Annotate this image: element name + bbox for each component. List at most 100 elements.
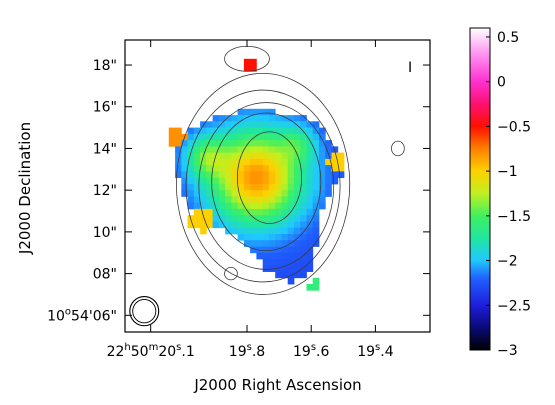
- colorbar-tick-label: −2.5: [497, 298, 531, 314]
- heatmap-cell: [275, 177, 282, 185]
- heatmap-cell: [281, 171, 289, 179]
- heatmap-cell: [225, 202, 232, 210]
- heatmap-cell: [319, 146, 326, 154]
- heatmap-cell: [300, 115, 307, 122]
- heatmap-cell: [231, 202, 239, 210]
- heatmap-cell: [281, 196, 289, 204]
- heatmap-cell: [206, 171, 213, 179]
- heatmap-cell: [325, 177, 332, 185]
- heatmap-cell: [287, 271, 295, 279]
- heatmap-cell: [237, 133, 245, 141]
- heatmap-cell: [200, 215, 207, 222]
- heatmap-cell: [187, 158, 195, 166]
- heatmap-cell: [243, 140, 251, 147]
- heatmap-cell: [312, 234, 320, 241]
- heatmap-cell: [256, 196, 264, 204]
- heatmap-cell: [331, 171, 339, 179]
- heatmap-cell: [250, 215, 257, 222]
- heatmap-cell: [287, 246, 295, 254]
- heatmap-cell: [268, 146, 276, 154]
- heatmap-cell: [312, 158, 320, 166]
- heatmap-cell: [231, 133, 239, 141]
- heatmap-cell: [300, 158, 307, 166]
- heatmap-cell: [325, 171, 332, 179]
- heatmap-cell: [225, 146, 232, 154]
- heatmap-cell: [300, 227, 307, 235]
- heatmap-cell: [300, 121, 307, 128]
- heatmap-cell: [256, 165, 264, 172]
- heatmap-cell: [268, 190, 276, 197]
- heatmap-cell: [293, 271, 301, 279]
- heatmap-cell: [268, 165, 276, 172]
- heatmap-cell: [181, 140, 188, 147]
- heatmap-cell: [262, 227, 270, 235]
- heatmap-cell: [231, 183, 239, 191]
- heatmap-cell: [262, 196, 270, 204]
- heatmap-cell: [231, 221, 239, 229]
- heatmap-cell: [237, 165, 245, 172]
- heatmap-cell: [306, 196, 314, 204]
- contour-line: [185, 89, 341, 283]
- heatmap-cell: [212, 183, 220, 191]
- heatmap-cell: [206, 177, 213, 185]
- heatmap-cell: [306, 177, 314, 185]
- heatmap-cell: [231, 165, 239, 172]
- heatmap-cell: [331, 146, 339, 154]
- heatmap-cell: [200, 190, 207, 197]
- heatmap-cell: [312, 208, 320, 216]
- heatmap-cell: [262, 108, 270, 116]
- heatmap-cell: [175, 146, 182, 154]
- heatmap-cell: [237, 227, 245, 235]
- heatmap-cell: [312, 190, 320, 197]
- heatmap-cell: [262, 208, 270, 216]
- heatmap-cell: [218, 190, 226, 197]
- heatmap-cell: [268, 246, 276, 254]
- spectral-index-map: [168, 58, 345, 291]
- heatmap-cell: [306, 171, 314, 179]
- heatmap-cell: [256, 215, 264, 222]
- heatmap-cell: [231, 146, 239, 154]
- heatmap-cell: [262, 115, 270, 122]
- heatmap-cell: [281, 146, 289, 154]
- heatmap-cell: [319, 171, 326, 179]
- heatmap-cell: [275, 165, 282, 172]
- heatmap-cell: [281, 152, 289, 160]
- heatmap-cell: [337, 152, 345, 160]
- heatmap-cell: [262, 158, 270, 166]
- heatmap-cell: [168, 127, 176, 135]
- heatmap-cell: [268, 183, 276, 191]
- heatmap-cell: [225, 165, 232, 172]
- heatmap-cell: [218, 127, 226, 135]
- heatmap-cell: [206, 208, 213, 216]
- heatmap-cell: [218, 177, 226, 185]
- heatmap-cell: [287, 196, 295, 204]
- heatmap-cell: [237, 190, 245, 197]
- heatmap-cell: [206, 133, 213, 141]
- heatmap-cell: [337, 165, 345, 172]
- heatmap-cell: [243, 171, 251, 179]
- heatmap-cell: [275, 152, 282, 160]
- heatmap-cell: [268, 158, 276, 166]
- heatmap-cell: [275, 115, 282, 122]
- heatmap-cell: [193, 158, 201, 166]
- heatmap-cell: [300, 215, 307, 222]
- heatmap-cell: [250, 58, 257, 66]
- heatmap-cell: [256, 177, 264, 185]
- heatmap-cell: [281, 140, 289, 147]
- heatmap-cell: [187, 152, 195, 160]
- heatmap-cell: [206, 221, 213, 229]
- heatmap-cell: [287, 127, 295, 135]
- heatmap-cell: [287, 259, 295, 266]
- heatmap-cell: [293, 208, 301, 216]
- heatmap-cell: [243, 58, 251, 66]
- heatmap-cell: [262, 165, 270, 172]
- heatmap-cell: [193, 146, 201, 154]
- heatmap-cell: [281, 127, 289, 135]
- heatmap-cell: [287, 115, 295, 122]
- heatmap-cell: [331, 177, 339, 185]
- heatmap-cell: [250, 146, 257, 154]
- heatmap-cell: [250, 171, 257, 179]
- heatmap-cell: [281, 271, 289, 279]
- heatmap-cell: [231, 177, 239, 185]
- heatmap-cell: [293, 115, 301, 122]
